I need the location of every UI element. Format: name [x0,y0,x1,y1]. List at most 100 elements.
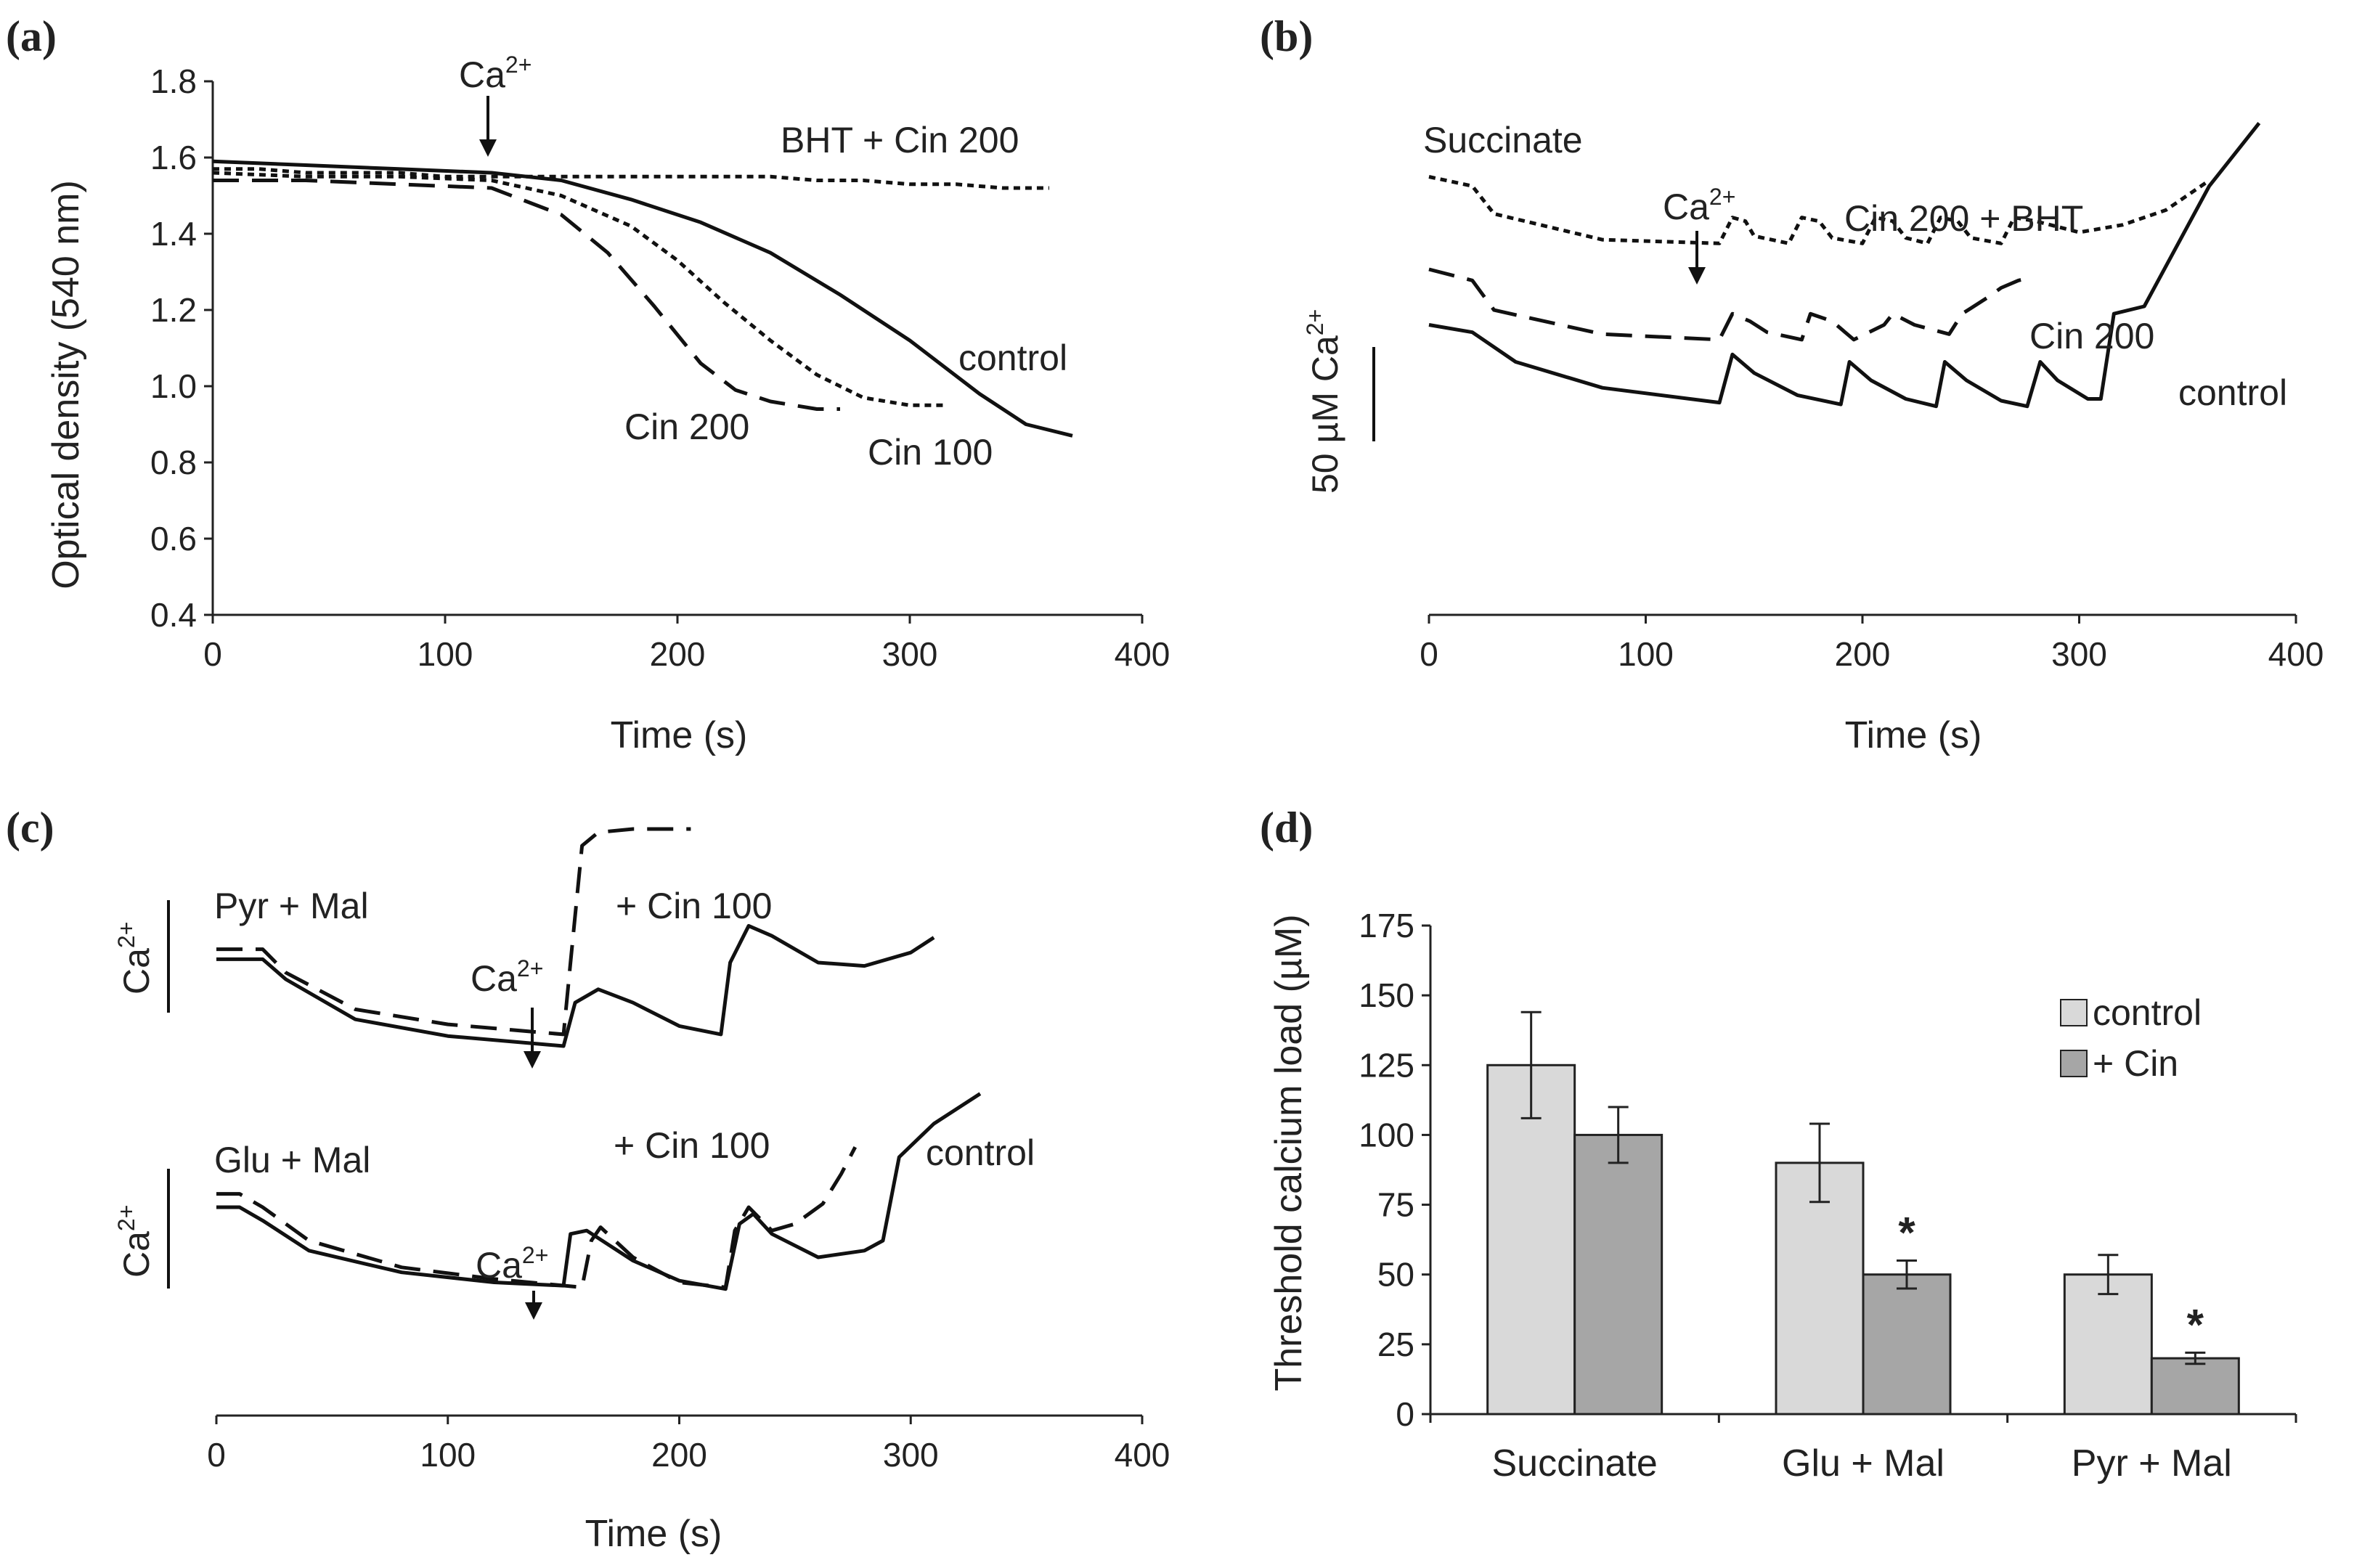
bar [1486,1063,1576,1416]
panel-d-legend: control + Cin [2060,992,2202,1084]
panel-b-ca-arrowhead [1688,267,1706,285]
panel-b-scale-bar: 50 µM Ca2+ [1302,309,1375,494]
panel-a-x-tick-label: 0 [203,635,222,673]
panel-a-chart: Optical density (540 nm) Time (s) 0 100 20… [45,52,1170,756]
panel-a-ca-arrowhead [479,139,497,157]
panel-c-top-series-1 [216,923,935,1048]
panel-d-category-label: Pyr + Mal [2072,1442,2232,1485]
panel-c-bottom-series-0 [216,1146,858,1289]
panel-c-bottom-series-1 [216,1092,982,1291]
panel-a-y-tick-label: 1.8 [150,62,197,100]
panel-b-x-tick-label: 0 [1420,635,1438,673]
panel-a-series-0 [213,167,1049,190]
panel-b-series-0 [1428,175,2211,245]
panel-b-x-tick-label: 300 [2051,635,2107,673]
bar [1775,1161,1865,1416]
panel-c-bottom-ca-label: Ca2+ [476,1242,548,1286]
panel-a-y-tick-label: 0.6 [150,520,197,558]
panel-c-bottom-ca-marker: Ca2+ [476,1242,548,1320]
panel-a-y-tick-label: 1.2 [150,291,197,329]
panel-a-x-tick-label: 200 [650,635,706,673]
panel-d-chart: Threshold calcium load (µM) 0 25 50 75 100 12… [1268,907,2297,1485]
panel-letter-c: (c) [6,804,54,852]
panel-d-y-tick-label: 25 [1377,1326,1414,1363]
legend-label-cin: + Cin [2093,1043,2178,1084]
panel-c-top-ylabel: Ca2+ [113,900,170,1013]
panel-d-category-label: Succinate [1491,1442,1657,1485]
panel-b-series-1 [1428,267,2028,342]
panel-b-substrate-label: Succinate [1423,120,1583,160]
panel-d-y-tick-label: 50 [1377,1256,1414,1294]
panel-c-x-tick-label: 200 [651,1436,707,1474]
panel-c-bottom-ylabel-text: Ca2+ [113,1205,157,1278]
panel-d-y-tick-label: 75 [1377,1186,1414,1224]
legend-swatch-cin [2060,1050,2088,1077]
panel-c-bottom-ca-arrowhead [525,1302,542,1320]
panel-a-label-cin100: Cin 100 [868,432,993,473]
legend-swatch-control [2060,999,2088,1026]
panel-b-label-cin200: Cin 200 [2029,316,2154,356]
panel-d-y-tick-label: 150 [1359,976,1414,1014]
panel-b-x-tick-label: 200 [1835,635,1891,673]
panel-letter-b: (b) [1260,12,1313,60]
panel-letter-d: (d) [1260,804,1313,852]
panel-b-xlabel: Time (s) [1845,714,1982,756]
legend-label-control: control [2093,992,2202,1033]
panel-a-series-1 [212,159,1073,438]
panel-c-top-ca-marker: Ca2+ [471,955,543,1069]
panel-b-label-cin200-bht: Cin 200 + BHT [1844,198,2083,239]
panel-d-y-tick-label: 125 [1359,1046,1414,1084]
panel-b-series-2 [1428,122,2261,409]
panel-a-label-cin200: Cin 200 [624,407,749,447]
panel-a-series-2 [212,171,945,407]
panel-c-top-ylabel-text: Ca2+ [113,922,157,995]
panel-c-xlabel: Time (s) [585,1513,722,1555]
panel-d-y-tick-label: 100 [1359,1116,1414,1153]
panel-c-bottom-substrate: Glu + Mal [214,1140,370,1180]
panel-a-label-control: control [958,338,1067,378]
panel-b-chart: Time (s) 0 100 200 300 400 Succinate Ca2+ 50… [1302,120,2324,756]
panel-c-top-ca-label: Ca2+ [471,955,543,999]
panel-a-y-tick-label: 1.4 [150,215,197,253]
panel-a-ca-label: Ca2+ [459,52,532,95]
panel-a-y-tick-label: 0.4 [150,596,197,634]
panel-b-ca-label: Ca2+ [1663,184,1735,227]
panel-c-x-tick-label: 0 [207,1436,226,1474]
panel-a-series-3 [213,179,840,411]
panel-b-label-control: control [2178,372,2287,413]
panel-c-x-tick-label: 100 [420,1436,476,1474]
bar [1862,1273,1952,1416]
panel-d-category-label: Glu + Mal [1782,1442,1945,1485]
panel-a-xlabel: Time (s) [611,714,748,756]
panel-c-top-substrate: Pyr + Mal [214,886,369,926]
bar [2063,1273,2153,1416]
panel-a-label-bht-cin200: BHT + Cin 200 [781,120,1019,160]
panel-b-scale-bar-label: 50 µM Ca2+ [1302,309,1345,494]
significance-marker: * [1898,1208,1915,1257]
panel-c-bottom-ylabel: Ca2+ [113,1169,170,1289]
significance-marker: * [2187,1300,2204,1349]
panel-a-y-tick-label: 1.0 [150,367,197,405]
panel-a-x-tick-label: 400 [1115,635,1170,673]
panel-b-x-tick-label: 100 [1618,635,1674,673]
panel-a-ylabel: Optical density (540 nm) [45,180,87,589]
panel-c-x-tick-label: 300 [883,1436,939,1474]
panel-b-x-tick-label: 400 [2268,635,2324,673]
panel-c-chart: Time (s) 0 100 200 300 400 Pyr + Mal Ca2+ Ca… [113,827,1170,1555]
panel-a-y-tick-label: 0.8 [150,444,197,481]
panel-c-bottom-label-cin: + Cin 100 [614,1125,770,1166]
panel-d-ylabel: Threshold calcium load (µM) [1268,914,1310,1391]
panel-d-y-tick-label: 175 [1359,907,1414,944]
panel-c-bottom-label-control: control [926,1132,1035,1173]
panel-letter-a: (a) [6,12,57,60]
panel-d-y-tick-label: 0 [1396,1395,1414,1433]
bar [2150,1357,2240,1416]
panel-a-x-tick-label: 100 [418,635,473,673]
bar [1573,1133,1664,1416]
panel-c-top-ca-arrowhead [524,1051,541,1069]
panel-a-x-tick-label: 300 [882,635,938,673]
panel-c-x-tick-label: 400 [1115,1436,1170,1474]
panel-c-top-label-cin: + Cin 100 [616,886,772,926]
panel-b-ca-marker: Ca2+ [1663,184,1735,285]
